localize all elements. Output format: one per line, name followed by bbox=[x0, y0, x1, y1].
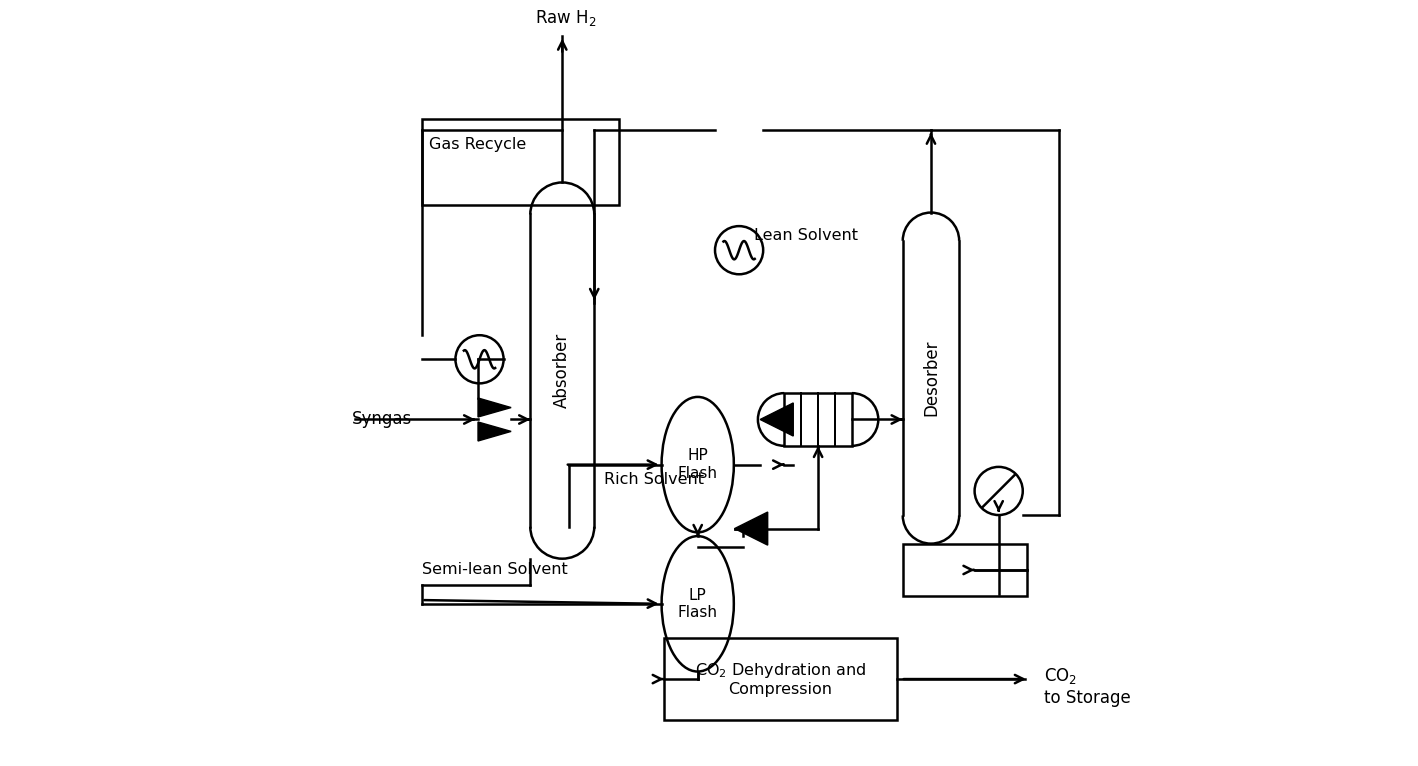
Polygon shape bbox=[478, 398, 510, 417]
Bar bbox=[784, 393, 852, 446]
Text: Gas Recycle: Gas Recycle bbox=[430, 137, 526, 152]
Text: Absorber: Absorber bbox=[553, 333, 571, 408]
Text: Raw H$_2$: Raw H$_2$ bbox=[535, 8, 597, 28]
Text: Desorber: Desorber bbox=[922, 340, 940, 417]
Bar bbox=[903, 544, 1027, 596]
Text: LP
Flash: LP Flash bbox=[678, 588, 718, 620]
Polygon shape bbox=[760, 403, 793, 436]
Text: Semi-lean Solvent: Semi-lean Solvent bbox=[421, 562, 567, 578]
Text: CO$_2$
to Storage: CO$_2$ to Storage bbox=[1044, 666, 1130, 707]
Text: CO$_2$ Dehydration and
Compression: CO$_2$ Dehydration and Compression bbox=[695, 661, 866, 697]
Text: Lean Solvent: Lean Solvent bbox=[754, 228, 858, 243]
Bar bbox=[421, 119, 618, 205]
Polygon shape bbox=[478, 422, 510, 441]
Bar bbox=[664, 637, 898, 721]
Polygon shape bbox=[735, 512, 767, 545]
Text: HP
Flash: HP Flash bbox=[678, 448, 718, 481]
Text: Syngas: Syngas bbox=[352, 411, 411, 428]
Text: Rich Solvent: Rich Solvent bbox=[604, 472, 703, 487]
